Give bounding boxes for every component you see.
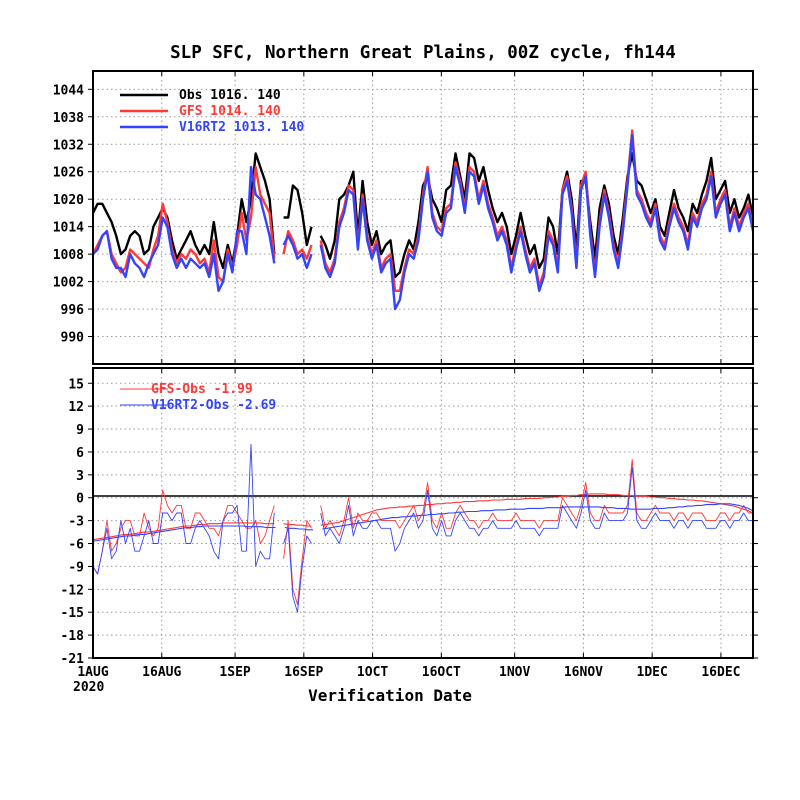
y-tick-label: 1026 [53,166,84,181]
x-tick-label: 1AUG [77,665,108,680]
bottom-panel-bias: -21 -18 -15 -12 -9 -6 -3 0 3 6 9 12 15 GFS-Obs -1.99… [61,367,758,667]
y-tick-label: 1020 [53,193,84,208]
y-tick-label: -3 [68,515,84,530]
y-tick-label: -9 [68,560,84,575]
x-tick-label: 1DEC [637,665,668,680]
x-tick-label: 16OCT [422,665,461,680]
y-tick-label: 996 [61,303,85,318]
legend-label: GFS-Obs -1.99 [151,382,253,397]
y-tick-label: 0 [76,492,84,507]
x-axis-label: Verification Date [308,686,472,705]
series-line-v16rt2-obs [92,443,753,613]
y-tick-label: 15 [68,377,84,392]
x-tick-label: 16AUG [142,665,181,680]
series-line-obs [91,152,755,279]
bottom-panel-frame [92,367,754,659]
x-tick-label: 1OCT [357,665,388,680]
x-tick-label: 16NOV [564,665,603,680]
bottom-panel-series [92,443,754,613]
y-tick-label: 1044 [53,83,84,98]
top-panel-series [91,129,755,311]
y-tick-label: 1032 [53,138,84,153]
y-tick-label: 6 [76,446,84,461]
y-tick-label: 1002 [53,276,84,291]
series-line-v16rt2 [92,133,755,311]
y-tick-label: 3 [76,469,84,484]
top-panel-slp: 990 996 1002 1008 1014 1020 1026 1032 1038 1044 O… [53,70,758,365]
legend-label: Obs 1016. 140 [179,88,281,103]
top-panel-grid [93,71,753,364]
legend-label: V16RT2-Obs -2.69 [151,398,276,413]
y-tick-label: -21 [61,652,85,667]
y-tick-label: -18 [61,629,85,644]
top-panel-frame [92,70,754,365]
y-tick-label: -15 [61,606,84,621]
x-axis-year: 2020 [73,680,104,695]
legend-label: GFS 1014. 140 [179,104,281,119]
y-tick-label: -6 [68,538,84,553]
y-tick-label: 1014 [53,221,84,236]
bottom-panel-grid [93,368,753,658]
series-line-gfs-obs-30-day-mean [92,493,754,541]
x-tick-label: 16DEC [701,665,740,680]
y-tick-label: 9 [76,423,84,438]
top-panel-y-axis: 990 996 1002 1008 1014 1020 1026 1032 1038 1044 [53,71,758,364]
y-tick-label: -12 [61,583,84,598]
y-tick-label: 1038 [53,111,84,126]
chart-title: SLP SFC, Northern Great Plains, 00Z cycl… [170,43,676,63]
x-tick-label: 1SEP [219,665,250,680]
x-tick-label: 16SEP [284,665,323,680]
x-tick-label: 1NOV [499,665,530,680]
legend-label: V16RT2 1013. 140 [179,120,304,135]
x-axis: 1AUG 16AUG 1SEP 16SEP 1OCT 16OCT 1NOV 16NOV 1DEC… [77,665,740,680]
series-line-gfs-obs [92,459,753,606]
y-tick-label: 12 [68,400,84,415]
y-tick-label: 990 [61,331,85,346]
series-line-v16rt2-obs-30-day-mean [92,503,754,542]
y-tick-label: 1008 [53,248,84,263]
